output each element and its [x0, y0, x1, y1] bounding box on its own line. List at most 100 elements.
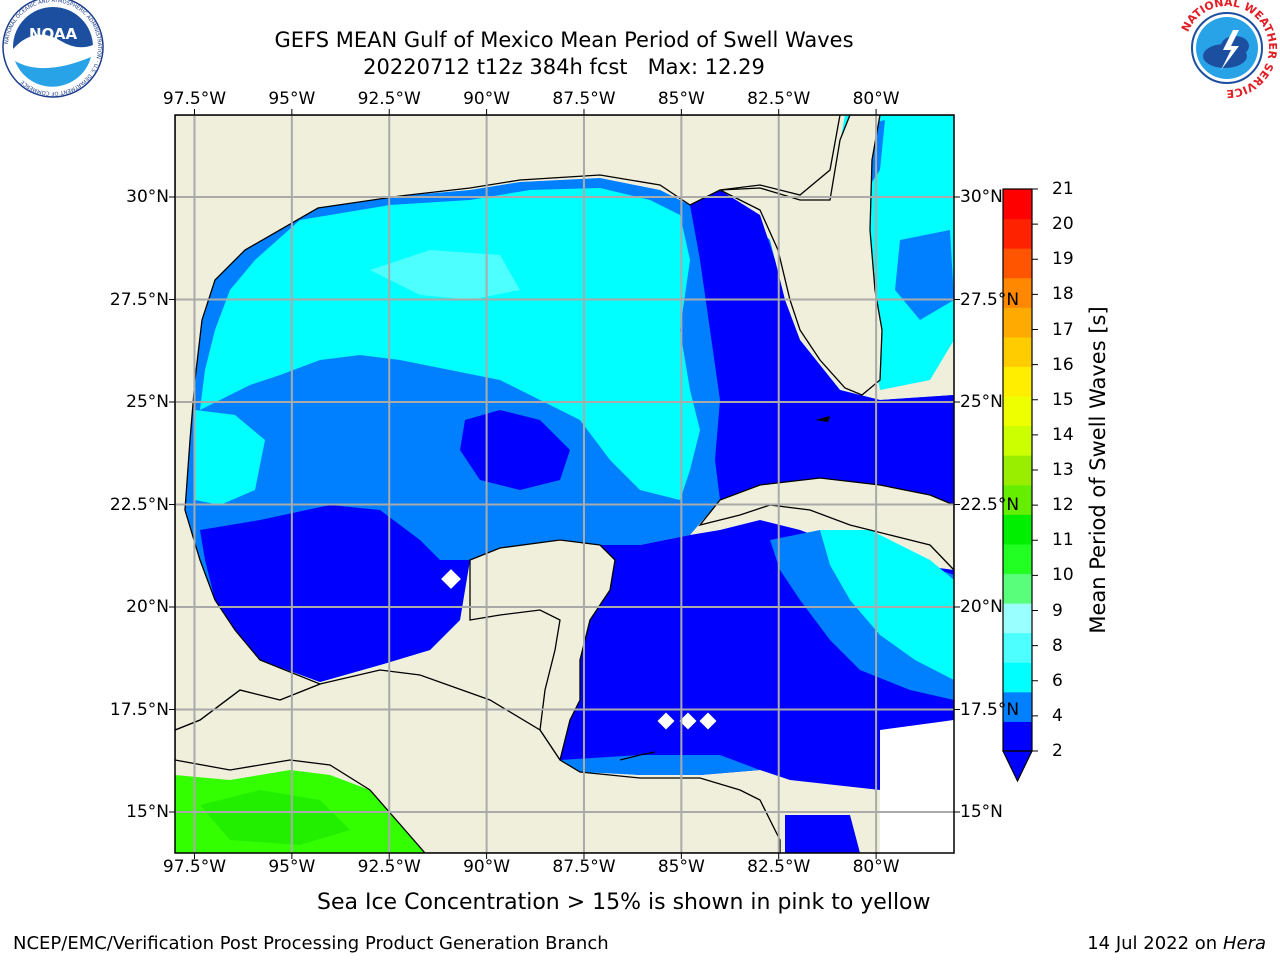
chart-subtitle: 20220712 t12z 384h fcst Max: 12.29	[363, 55, 765, 79]
lon-tick-label: 80°W	[852, 857, 900, 877]
nws-logo: NATIONAL WEATHER SERVICE	[1179, 0, 1279, 100]
lon-tick-label: 90°W	[463, 89, 511, 109]
lat-tick-label: 15°N	[960, 802, 1003, 822]
lon-tick-label: 97.5°W	[162, 89, 227, 109]
missing-data-cell	[441, 569, 461, 589]
western-cyan-patch	[195, 410, 265, 505]
missing-data-cell	[679, 712, 697, 730]
colorbar-tick-label: 21	[1052, 179, 1074, 199]
colorbar-tick-label: 17	[1052, 319, 1074, 340]
map-caption: Sea Ice Concentration > 15% is shown in …	[317, 890, 931, 915]
lat-tick-label: 27.5°N	[109, 289, 169, 310]
noaa-logo: NOAA NATIONAL OCEANIC AND ATMOSPHERIC AD…	[2, 0, 104, 98]
cuba-land	[698, 477, 954, 571]
lon-tick-label: 87.5°W	[552, 857, 616, 877]
colorbar-segment	[1003, 691, 1032, 722]
gulf-cyan-band	[200, 188, 700, 500]
colorbar-segment	[1003, 632, 1032, 663]
graticule	[175, 115, 954, 853]
colorbar-tick-label: 15	[1052, 389, 1074, 410]
colorbar-tick-label: 20	[1052, 214, 1074, 235]
lat-tick-label: 20°N	[126, 597, 169, 617]
colorbar-segment	[1003, 248, 1032, 279]
lon-tick-label: 85°W	[657, 89, 705, 109]
colorbar-segment	[1003, 336, 1032, 367]
caribbean-light-band	[820, 530, 954, 680]
colorbar-tick-label: 18	[1052, 284, 1074, 305]
yucatan-land	[469, 539, 616, 762]
map-frame	[174, 114, 955, 854]
colorbar-tick-label: 6	[1052, 670, 1063, 691]
colorbar-tick-label: 12	[1052, 495, 1074, 516]
colorbar-segment	[1003, 307, 1032, 338]
colorbar-segment	[1003, 573, 1032, 604]
eastern-gulf-blue	[690, 190, 954, 505]
noaa-logo-word: NOAA	[29, 25, 78, 43]
lat-tick-label: 30°N	[960, 187, 1003, 207]
axis-ticks	[169, 109, 960, 859]
lat-tick-label: 25°N	[126, 392, 169, 412]
gulf-pale-patch	[370, 250, 520, 300]
colorbar-segment	[1003, 662, 1032, 693]
colorbar-tick-label: 13	[1052, 460, 1074, 480]
atlantic-blue-patch2	[895, 230, 954, 320]
footer-date: 14 Jul 2022 on	[1087, 933, 1223, 954]
chart-title: GEFS MEAN Gulf of Mexico Mean Period of …	[274, 28, 854, 52]
colorbar-segment	[1003, 484, 1032, 515]
colorbar-segment	[1003, 218, 1032, 249]
pacific-green-dark	[200, 790, 350, 845]
colorbar-segment	[1003, 455, 1032, 486]
florida-land	[717, 115, 954, 396]
missing-data-cell	[657, 712, 675, 730]
lon-tick-label: 82.5°W	[747, 857, 811, 877]
footer-org: NCEP/EMC/Verification Post Processing Pr…	[13, 933, 609, 954]
colorbar	[1002, 188, 1038, 783]
colorbar-segment	[1003, 396, 1032, 427]
missing-data-region	[880, 720, 954, 853]
colorbar-segment	[1003, 425, 1032, 456]
lat-tick-label: 20°N	[960, 597, 1003, 617]
lon-tick-label: 87.5°W	[552, 89, 616, 109]
colorbar-extend-min	[1002, 750, 1033, 783]
island-outline	[619, 751, 656, 761]
lon-tick-label: 97.5°W	[162, 857, 227, 877]
lon-tick-label: 92.5°W	[357, 857, 421, 877]
colorbar-tick-label: 10	[1052, 565, 1074, 586]
lon-tick-label: 92.5°W	[357, 89, 421, 109]
lat-tick-label: 22.5°N	[960, 494, 1020, 515]
lat-tick-label: 15°N	[126, 802, 169, 822]
lat-tick-label: 17.5°N	[109, 699, 169, 720]
colorbar-segment	[1003, 543, 1032, 575]
colorbar-tick-label: 16	[1052, 354, 1074, 375]
lat-tick-label: 17.5°N	[960, 699, 1020, 720]
lat-tick-label: 25°N	[960, 392, 1003, 412]
colorbar-segment	[1003, 277, 1032, 308]
footer-machine: Hera	[1222, 933, 1266, 954]
colorbar-tick-label: 14	[1052, 424, 1074, 445]
map-area	[175, 115, 954, 853]
lat-tick-label: 22.5°N	[109, 494, 169, 515]
colorbar-tick-label: 9	[1052, 600, 1063, 621]
honduras-coast-band	[560, 755, 760, 775]
colorbar-segment	[1003, 189, 1032, 220]
lat-tick-label: 27.5°N	[960, 289, 1020, 310]
colorbar-tick-label: 8	[1052, 635, 1063, 656]
lon-tick-label: 82.5°W	[747, 89, 811, 109]
missing-data-cell	[699, 712, 717, 730]
lon-tick-label: 95°W	[268, 89, 316, 109]
colorbar-tick-label: 4	[1052, 705, 1063, 726]
colorbar-tick-label: 19	[1052, 249, 1074, 270]
cayman-islands	[815, 416, 830, 422]
lon-tick-label: 85°W	[657, 857, 705, 877]
lat-tick-label: 30°N	[126, 187, 169, 207]
far-south-blue	[785, 815, 860, 853]
lon-tick-label: 90°W	[463, 857, 511, 877]
colorbar-segment	[1003, 721, 1032, 752]
lon-tick-label: 95°W	[268, 857, 316, 877]
colorbar-segment	[1003, 366, 1032, 397]
colorbar-tick-label: 2	[1052, 741, 1063, 761]
colorbar-segment	[1003, 514, 1032, 545]
mexico-land	[175, 115, 841, 731]
footer-date-line: 14 Jul 2022 on Hera	[1087, 933, 1266, 954]
